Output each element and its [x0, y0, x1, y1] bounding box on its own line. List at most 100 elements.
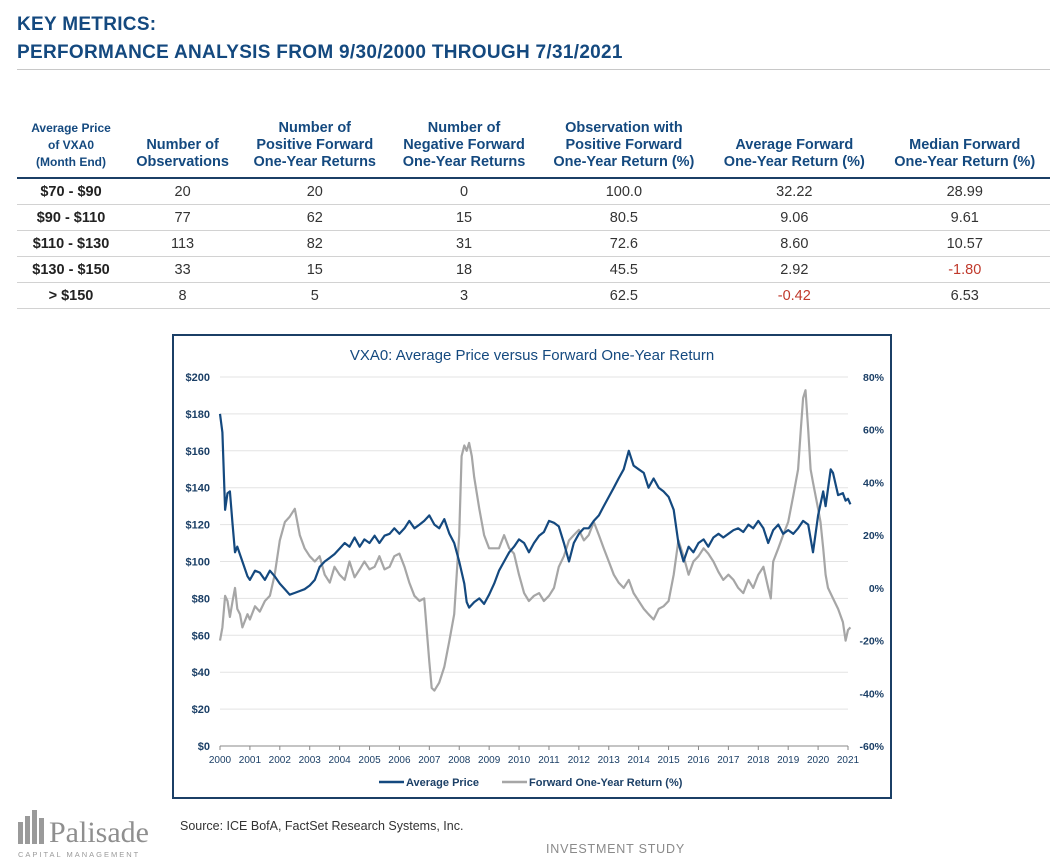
x-tick-label: 2011: [538, 755, 560, 766]
table-cell: 20: [240, 178, 390, 205]
legend-label-forward-return: Forward One-Year Return (%): [529, 777, 683, 789]
table-cell: 113: [125, 230, 241, 257]
x-tick-label: 2007: [418, 755, 441, 766]
x-tick-label: 2021: [837, 755, 860, 766]
table-cell: 28.99: [879, 178, 1050, 205]
table-cell: 33: [125, 256, 241, 283]
table-cell: 82: [240, 230, 390, 257]
table-cell: 5: [240, 282, 390, 309]
table-cell: 6.53: [879, 282, 1050, 309]
x-tick-label: 2010: [508, 755, 531, 766]
table-cell: 15: [240, 256, 390, 283]
table-cell: 45.5: [538, 256, 710, 283]
x-tick-label: 2004: [328, 755, 351, 766]
y-right-tick-label: -40%: [859, 688, 884, 700]
x-tick-label: 2005: [358, 755, 381, 766]
y-left-tick-label: $180: [186, 409, 210, 421]
palisade-columns-icon: [18, 810, 44, 844]
y-right-tick-label: -20%: [859, 636, 884, 648]
x-tick-label: 2014: [628, 755, 651, 766]
x-tick-label: 2018: [747, 755, 770, 766]
page-title-line-1: KEY METRICS:: [17, 14, 157, 35]
x-tick-label: 2009: [478, 755, 501, 766]
table-cell: -1.80: [879, 256, 1050, 283]
header-positive-returns: Number of Positive Forward One-Year Retu…: [240, 120, 390, 179]
table-cell: 10.57: [879, 230, 1050, 257]
y-left-tick-label: $20: [192, 704, 210, 716]
chart-title: VXA0: Average Price versus Forward One-Y…: [350, 347, 714, 364]
header-average-price: Average Price of VXA0 (Month End): [17, 120, 125, 179]
table-row: $70 - $90 20 20 0 100.0 32.22 28.99: [17, 178, 1050, 205]
table-cell: $130 - $150: [17, 256, 125, 283]
line-chart: VXA0: Average Price versus Forward One-Y…: [186, 347, 885, 789]
table-cell: $90 - $110: [17, 204, 125, 231]
logo-name: Palisade: [49, 816, 149, 849]
logo-tagline: CAPITAL MANAGEMENT: [18, 850, 140, 859]
series-average-price-line: [218, 413, 852, 609]
table-cell: $110 - $130: [17, 230, 125, 257]
table-cell: 8: [125, 282, 241, 309]
table-header-row: Average Price of VXA0 (Month End) Number…: [17, 120, 1050, 179]
header-median-forward-return: Median Forward One-Year Return (%): [879, 120, 1050, 179]
chart-container: VXA0: Average Price versus Forward One-Y…: [172, 334, 892, 799]
y-left-tick-label: $60: [192, 630, 210, 642]
x-tick-label: 2015: [657, 755, 680, 766]
x-tick-label: 2008: [448, 755, 471, 766]
table-cell: 15: [389, 204, 539, 231]
header-number-of-observations: Number of Observations: [125, 120, 241, 179]
header-divider: [17, 69, 1050, 70]
x-tick-label: 2013: [598, 755, 621, 766]
legend-label-average-price: Average Price: [406, 777, 479, 789]
table-cell: 2.92: [709, 256, 880, 283]
x-tick-label: 2000: [209, 755, 232, 766]
x-tick-label: 2019: [777, 755, 800, 766]
x-tick-label: 2012: [568, 755, 591, 766]
page-title-line-2: PERFORMANCE ANALYSIS FROM 9/30/2000 THRO…: [17, 42, 623, 63]
y-left-tick-label: $40: [192, 667, 210, 679]
table-cell: 20: [125, 178, 241, 205]
x-tick-label: 2017: [717, 755, 740, 766]
table-cell: 72.6: [538, 230, 710, 257]
y-right-tick-label: -60%: [859, 741, 884, 753]
table-cell: 32.22: [709, 178, 880, 205]
x-tick-label: 2020: [807, 755, 830, 766]
table-row: > $150 8 5 3 62.5 -0.42 6.53: [17, 282, 1050, 309]
y-right-tick-label: 60%: [863, 425, 885, 437]
table-cell: 9.06: [709, 204, 880, 231]
y-left-tick-label: $80: [192, 593, 210, 605]
y-left-tick-label: $120: [186, 520, 210, 532]
table-cell: 80.5: [538, 204, 710, 231]
table-cell: > $150: [17, 282, 125, 309]
table-row: $90 - $110 77 62 15 80.5 9.06 9.61: [17, 204, 1050, 231]
y-left-tick-label: $0: [198, 741, 210, 753]
table-cell: 18: [389, 256, 539, 283]
table-cell: 0: [389, 178, 539, 205]
y-left-tick-label: $200: [186, 372, 210, 384]
source-note: Source: ICE BofA, FactSet Research Syste…: [180, 819, 464, 833]
header-negative-returns: Number of Negative Forward One-Year Retu…: [389, 120, 539, 179]
x-tick-label: 2003: [299, 755, 322, 766]
table-cell: 3: [389, 282, 539, 309]
palisade-logo: Palisade CAPITAL MANAGEMENT: [18, 810, 149, 859]
table-cell: $70 - $90: [17, 178, 125, 205]
table-row: $130 - $150 33 15 18 45.5 2.92 -1.80: [17, 256, 1050, 283]
table-cell: 31: [389, 230, 539, 257]
table-cell: 8.60: [709, 230, 880, 257]
y-left-tick-label: $160: [186, 446, 210, 458]
y-left-tick-label: $140: [186, 483, 210, 495]
table-row: $110 - $130 113 82 31 72.6 8.60 10.57: [17, 230, 1050, 257]
header-positive-observation-pct: Observation with Positive Forward One-Ye…: [538, 120, 710, 179]
table-cell: -0.42: [709, 282, 880, 309]
table-cell: 100.0: [538, 178, 710, 205]
table-cell: 62.5: [538, 282, 710, 309]
footer-label: INVESTMENT STUDY: [546, 842, 685, 856]
y-right-tick-label: 80%: [863, 372, 885, 384]
x-tick-label: 2001: [239, 755, 262, 766]
table-cell: 77: [125, 204, 241, 231]
y-right-tick-label: 0%: [869, 583, 885, 595]
x-tick-label: 2006: [388, 755, 411, 766]
y-right-tick-label: 20%: [863, 530, 885, 542]
y-right-tick-label: 40%: [863, 477, 885, 489]
metrics-table: Average Price of VXA0 (Month End) Number…: [17, 120, 1050, 309]
table-cell: 62: [240, 204, 390, 231]
